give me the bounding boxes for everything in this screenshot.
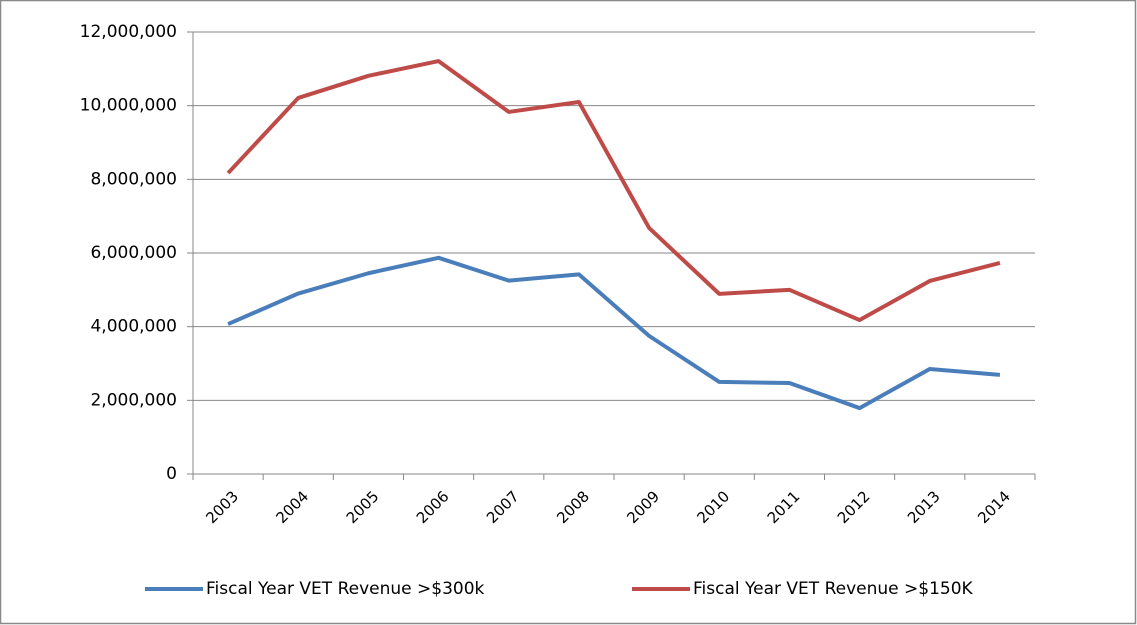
y-tick-label: 0 (166, 464, 177, 484)
legend-label: Fiscal Year VET Revenue >$150K (693, 579, 974, 599)
legend-label: Fiscal Year VET Revenue >$300k (206, 579, 485, 599)
series-line (227, 255, 1001, 411)
y-tick-label: 4,000,000 (90, 317, 177, 337)
y-tick-label: 10,000,000 (80, 96, 177, 116)
series-line (226, 59, 1001, 323)
y-tick-label: 12,000,000 (80, 22, 177, 42)
y-tick-label: 2,000,000 (90, 390, 177, 410)
y-tick-label: 6,000,000 (90, 243, 177, 263)
y-tick-label: 8,000,000 (90, 169, 177, 189)
